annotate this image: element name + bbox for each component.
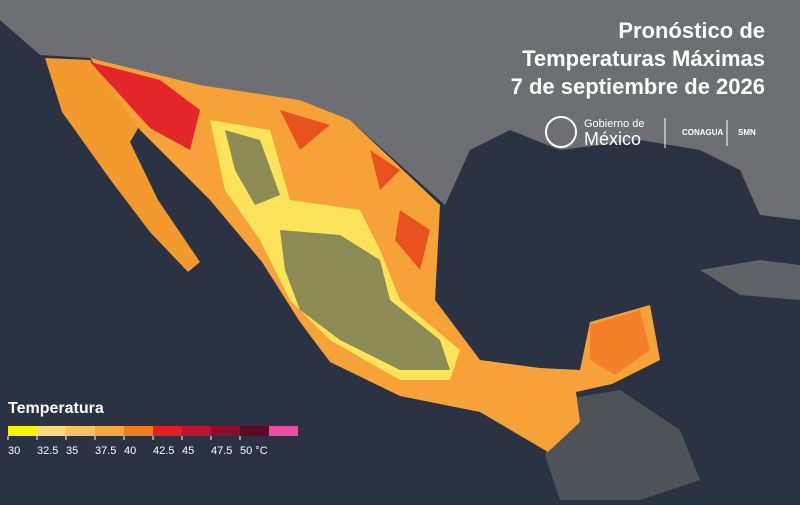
legend-tick-label: 47.5	[211, 445, 232, 457]
highlands	[225, 130, 450, 370]
legend-swatch	[8, 426, 37, 436]
yucatan	[590, 310, 650, 375]
usa-land	[0, 0, 800, 220]
legend-swatch	[37, 426, 66, 436]
logo-text: SMN	[738, 128, 756, 137]
legend-swatch	[124, 426, 153, 436]
legend-tick-label: 32.5	[37, 445, 58, 457]
title-line: Pronóstico de	[618, 18, 765, 43]
legend-swatch	[269, 426, 298, 436]
legend-swatch	[211, 426, 240, 436]
legend: 30 32.5 35 37.5 40 42.5 45 47.5 50 °C	[7, 426, 298, 457]
legend-swatch	[240, 426, 269, 436]
title-line: Temperaturas Máximas	[522, 46, 765, 71]
legend-swatch	[66, 426, 95, 436]
emblem	[545, 116, 577, 148]
cuba	[700, 260, 800, 300]
legend-tick-label: 45	[182, 445, 194, 457]
legend-tick-label: 42.5	[153, 445, 174, 457]
legend-tick-label: 37.5	[95, 445, 116, 457]
legend-tick-label: 40	[124, 445, 136, 457]
legend-swatch	[95, 426, 124, 436]
legend-swatch	[153, 426, 182, 436]
hot-zone	[280, 110, 430, 270]
legend-tick-label: 35	[66, 445, 78, 457]
hot-zone	[90, 62, 200, 150]
central-america	[545, 390, 700, 500]
legend-swatch	[182, 426, 211, 436]
title-line: 7 de septiembre de 2026	[511, 74, 765, 99]
baja-california	[45, 58, 200, 272]
logo-text: México	[584, 129, 641, 149]
legend-tick-label: 30	[8, 445, 20, 457]
logo-text: CONAGUA	[682, 128, 724, 137]
logo-text: Gobierno de	[584, 118, 645, 130]
legend-title: Temperatura	[8, 400, 104, 417]
legend-tick-label: 50 °C	[240, 445, 268, 457]
